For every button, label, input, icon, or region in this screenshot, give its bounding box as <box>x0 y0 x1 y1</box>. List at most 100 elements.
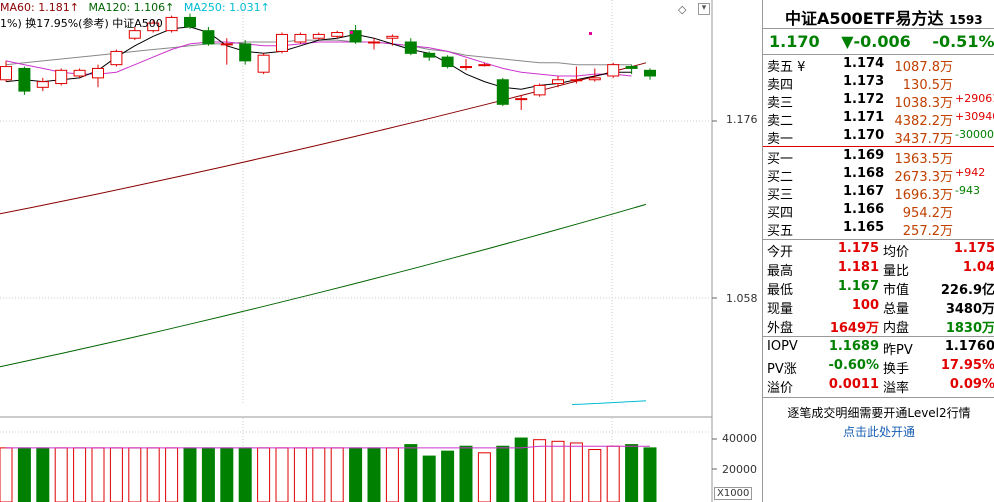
kline-chart[interactable]: MA60: 1.181↑ MA120: 1.106↑ MA250: 1.031↑… <box>0 0 762 502</box>
divider <box>763 397 994 398</box>
candle-body <box>257 54 270 73</box>
bid-row[interactable]: 买一 1.169 1363.5万 <box>763 148 994 167</box>
volume-bar <box>643 447 657 502</box>
bid-row[interactable]: 买四 1.166 954.2万 <box>763 202 994 221</box>
price-change-pct: -0.51% <box>932 32 994 51</box>
level-label: 买三 <box>767 188 794 203</box>
volume-bar <box>496 445 510 502</box>
volume-bar <box>183 447 197 502</box>
divider <box>763 28 994 29</box>
candle-body <box>110 50 123 66</box>
level-delta: -943 <box>955 184 980 197</box>
level-delta: +30940 <box>955 110 994 123</box>
stat-value: 226.9亿 <box>940 283 994 298</box>
stat-value: 1.1689 <box>828 339 879 354</box>
bid-row[interactable]: 买三 1.167 1696.3万 -943 <box>763 184 994 203</box>
stat-label: 外盘 <box>767 321 794 336</box>
stat-value: 1.04 <box>962 260 994 275</box>
level-price: 1.170 <box>843 128 885 143</box>
volume-bar <box>220 447 234 502</box>
ma250-line <box>571 400 647 406</box>
price-label-top: 1.176 <box>726 113 758 126</box>
diamond-icon[interactable]: ◇ <box>678 3 687 16</box>
marker-dot <box>350 31 353 34</box>
level-price: 1.167 <box>843 184 885 199</box>
level-price: 1.168 <box>843 166 885 181</box>
candle-body <box>165 16 178 32</box>
level-price: 1.172 <box>843 92 885 107</box>
candle-body <box>386 35 399 39</box>
candle-body <box>515 98 528 101</box>
candle-body <box>0 66 12 81</box>
candle-body <box>147 22 160 32</box>
stock-title: 中证A500ETF易方达 1593 <box>785 5 983 29</box>
level-label: 买二 <box>767 170 794 185</box>
volume-bar <box>293 447 307 502</box>
ma60-line <box>0 62 647 215</box>
stat-row: 外盘 1649万 内盘 1830万 <box>763 317 994 336</box>
bid-row[interactable]: 买五 1.165 257.2万 <box>763 220 994 239</box>
volume-bar <box>128 447 142 502</box>
volume-bar <box>441 450 455 502</box>
stat-row: IOPV 1.1689 昨PV 1.1760 <box>763 339 994 358</box>
stat-label: 溢率 <box>883 381 910 396</box>
candle-body <box>441 56 454 68</box>
ask-row[interactable]: 卖四 1.173 130.5万 <box>763 74 994 93</box>
volume-bar <box>551 440 565 502</box>
level-delta: -30000 <box>955 128 994 141</box>
volume-bar <box>404 444 418 502</box>
stat-value: 1.167 <box>837 279 879 294</box>
candle-body <box>496 79 509 105</box>
stat-label: 换手 <box>883 362 910 377</box>
level-volume: 130.5万 <box>902 78 953 93</box>
ask-row[interactable]: 卖二 1.171 4382.2万+30940 <box>763 110 994 129</box>
stat-value: 1830万 <box>945 321 994 336</box>
ma-legend: MA60: 1.181↑ MA120: 1.106↑ MA250: 1.031↑ <box>0 1 276 14</box>
chart-canvas <box>0 0 717 502</box>
stat-value: 1.175 <box>953 241 994 256</box>
candle-body <box>552 79 564 85</box>
volume-bar <box>36 447 50 502</box>
ma60-legend: MA60: 1.181↑ <box>0 1 79 14</box>
ask-row[interactable]: 卖五 ¥ 1.174 1087.8万 <box>763 56 994 75</box>
volume-bar <box>330 447 344 502</box>
stat-value: 1.175 <box>837 241 879 256</box>
ask-row[interactable]: 卖一 1.170 3437.7万 -30000 <box>763 128 994 147</box>
candle-body <box>331 32 344 37</box>
volume-label-top: 40000 <box>722 432 757 445</box>
candle-body <box>294 33 307 43</box>
stat-row: 最高 1.181 量比 1.04 <box>763 260 994 279</box>
volume-bar <box>0 447 13 502</box>
level-price: 1.166 <box>843 202 885 217</box>
ask-row[interactable]: 卖三 1.172 1038.3万+29061 <box>763 92 994 111</box>
level-volume: 4382.2万 <box>894 114 954 129</box>
volume-bar <box>109 447 123 502</box>
stat-label: 现量 <box>767 302 794 317</box>
collapse-icon[interactable]: ▾ <box>698 3 710 15</box>
level-volume: 1696.3万 <box>894 188 954 203</box>
price-quote: 1.170 ▼-0.006 -0.51% <box>769 32 994 51</box>
level-volume: 257.2万 <box>902 224 953 239</box>
volume-bar <box>238 447 252 502</box>
volume-unit[interactable]: X1000 <box>714 487 753 500</box>
stat-row: 现量 100 总量 3480万 <box>763 298 994 317</box>
stat-value: 1649万 <box>829 321 879 336</box>
stat-label: 内盘 <box>883 321 910 336</box>
candle-body <box>570 79 583 82</box>
stat-label: 市值 <box>883 283 910 298</box>
price-change: ▼-0.006 <box>841 32 911 51</box>
level-price: 1.174 <box>843 56 885 71</box>
volume-bar <box>54 447 68 502</box>
candle-body <box>588 77 601 81</box>
stat-label: 昨PV <box>883 343 913 358</box>
stat-value: 17.95% <box>940 358 994 373</box>
candle-body <box>276 33 288 52</box>
volume-bar <box>625 444 639 502</box>
stat-row: 最低 1.167 市值 226.9亿 <box>763 279 994 298</box>
level-volume: 2673.3万 <box>894 170 954 185</box>
open-level2-link[interactable]: 点击此处开通 <box>842 425 915 439</box>
bid-row[interactable]: 买二 1.168 2673.3万 +942 <box>763 166 994 185</box>
stat-label: 最高 <box>767 264 794 279</box>
stat-value: 100 <box>851 298 879 313</box>
ma120-line <box>0 203 647 368</box>
